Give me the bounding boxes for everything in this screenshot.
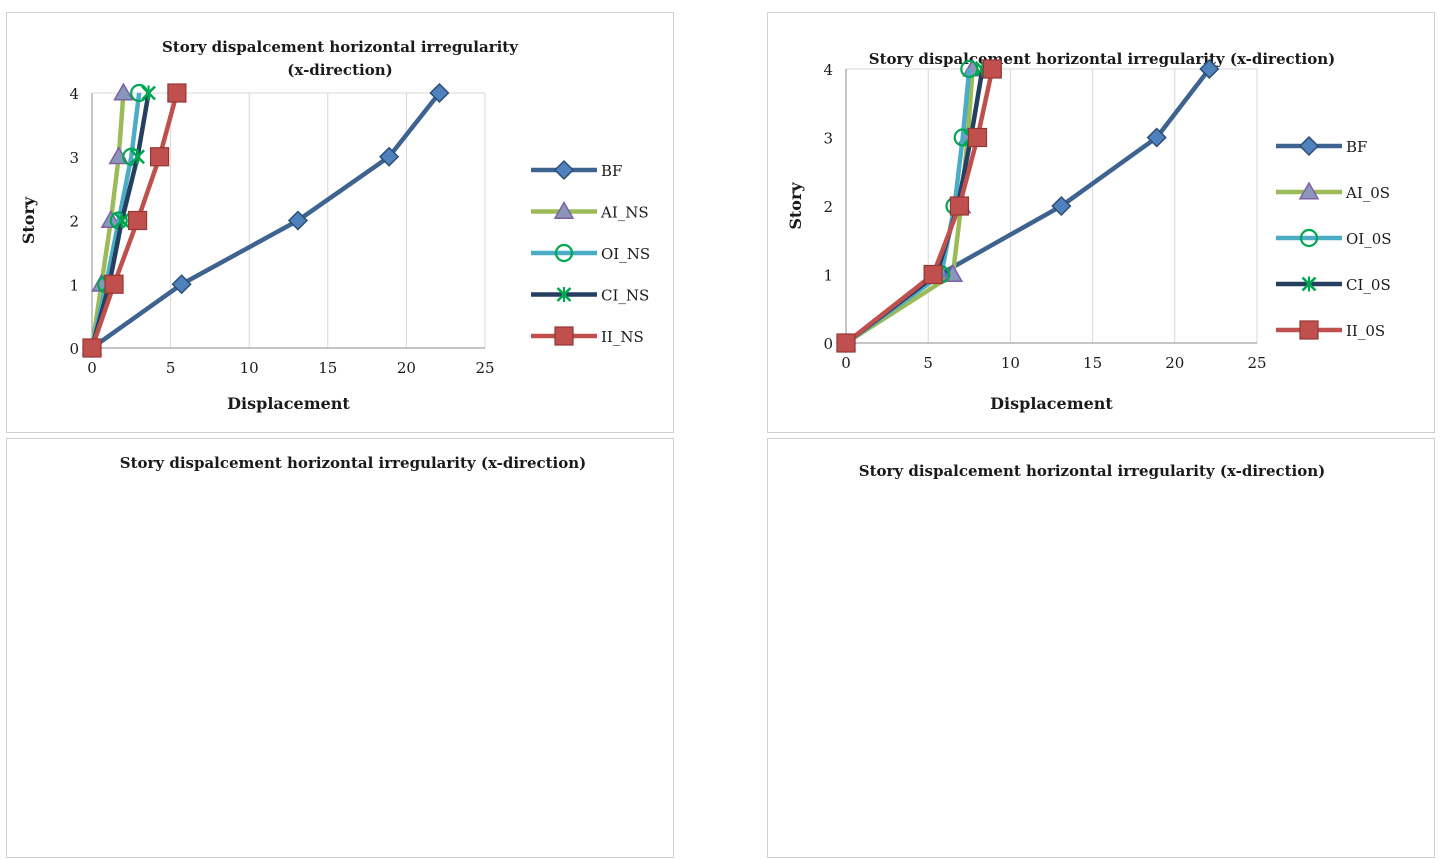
- legend-marker: [1298, 181, 1320, 200]
- legend-label: CI_0S: [1346, 276, 1391, 294]
- legend-label: II_NS: [601, 328, 644, 346]
- chart-svg: 0 5 10 15 20 25 0 1 2 3 4 Story dispalcement horizo…: [19, 38, 650, 413]
- legend-label: OI_0S: [1346, 230, 1392, 248]
- data-point: [923, 264, 943, 285]
- y-tick-label: 3: [823, 130, 833, 148]
- legend-marker: [556, 287, 572, 302]
- x-tick-label: 20: [397, 359, 416, 377]
- x-tick-label: 10: [240, 359, 259, 377]
- data-point: [949, 196, 970, 216]
- legend-entry: OI_0S: [1276, 228, 1392, 248]
- x-tick-label: 15: [318, 359, 337, 377]
- data-point: [429, 82, 450, 104]
- legend-entry: II_NS: [531, 326, 644, 346]
- data-point: [167, 83, 187, 103]
- legend-label: OI_NS: [601, 245, 650, 263]
- legend-marker: [1298, 135, 1320, 157]
- data-point: [1146, 127, 1167, 148]
- chart-title: Story dispalcement horizontal irregulari…: [162, 38, 519, 56]
- chart-title: Story dispalcement horizontal irregulari…: [120, 454, 587, 472]
- data-point: [130, 149, 146, 165]
- data-point: [982, 59, 1002, 79]
- x-tick-label: 25: [475, 359, 494, 377]
- y-axis-label: Story: [19, 196, 38, 244]
- data-point: [960, 59, 979, 79]
- y-tick-label: 3: [69, 149, 79, 167]
- x-tick-label: 15: [1083, 354, 1102, 372]
- data-point: [113, 82, 134, 101]
- legend-marker: [554, 326, 574, 346]
- y-tick-label: 2: [69, 213, 79, 231]
- y-tick-label: 2: [823, 198, 833, 216]
- data-point: [149, 147, 170, 167]
- x-tick-label: 10: [1001, 354, 1020, 372]
- legend-marker: [553, 200, 575, 219]
- legend-entry: BF: [531, 159, 622, 181]
- chart-svg: 0 5 10 15 20 25 0 1 2 3 4 Story dispalcement horizo…: [786, 50, 1392, 413]
- data-point: [379, 146, 400, 167]
- data-point: [104, 274, 124, 294]
- x-tick-label: 0: [87, 359, 97, 377]
- legend-entry: CI_0S: [1276, 276, 1391, 294]
- chart-panel-0s: 0 5 10 15 20 25 0 1 2 3 4 Story dispalcement horizo…: [767, 12, 1435, 433]
- x-tick-label: 0: [841, 354, 851, 372]
- legend-marker: [1299, 228, 1319, 248]
- legend-label: AI_NS: [600, 204, 649, 222]
- data-point: [171, 274, 192, 295]
- chart-title: Story dispalcement horizontal irregulari…: [869, 50, 1336, 68]
- x-tick-label: 5: [166, 359, 176, 377]
- chart-title: Story dispalcement horizontal irregulari…: [859, 462, 1326, 480]
- legend-label: CI_NS: [601, 287, 649, 305]
- legend-label: BF: [601, 162, 622, 180]
- legend-entry: BF: [1276, 135, 1367, 157]
- legend-marker: [553, 159, 575, 181]
- y-tick-label: 0: [823, 335, 833, 353]
- chart-title: (x-direction): [287, 61, 392, 79]
- data-point: [114, 213, 130, 228]
- x-tick-label: 5: [923, 354, 933, 372]
- data-point: [287, 210, 308, 231]
- legend-label: II_0S: [1346, 322, 1385, 340]
- data-point: [82, 338, 102, 358]
- legend-label: BF: [1346, 138, 1367, 156]
- series-ii-ns: [82, 83, 187, 358]
- data-point: [141, 85, 157, 101]
- legend-entry: AI_0S: [1276, 181, 1390, 202]
- data-point: [836, 333, 856, 353]
- x-axis-label: Displacement: [990, 394, 1113, 413]
- x-axis-label: Displacement: [227, 394, 350, 413]
- y-tick-label: 0: [69, 340, 79, 358]
- data-point: [1199, 58, 1220, 80]
- legend-entry: AI_NS: [531, 200, 649, 222]
- data-point: [1051, 195, 1072, 217]
- y-axis-label: Story: [786, 182, 805, 230]
- legend-marker: [1299, 320, 1319, 340]
- y-tick-label: 4: [69, 85, 79, 103]
- y-tick-label: 1: [69, 276, 79, 294]
- data-point: [127, 210, 148, 231]
- y-tick-label: 4: [823, 61, 833, 79]
- legend-label: AI_0S: [1345, 184, 1390, 202]
- x-tick-label: 25: [1247, 354, 1266, 372]
- legend-marker: [1301, 276, 1317, 292]
- legend-entry: CI_NS: [531, 287, 649, 305]
- y-tick-label: 1: [823, 267, 833, 285]
- chart-panel-ns: 0 5 10 15 20 25 0 1 2 3 4 Story dispalcement horizo…: [6, 12, 674, 433]
- x-tick-label: 20: [1165, 354, 1184, 372]
- data-point: [967, 127, 988, 148]
- legend-marker: [554, 243, 574, 263]
- series-ii-0s: [836, 59, 1002, 353]
- series-ai-ns: [81, 82, 134, 356]
- legend-entry: II_0S: [1276, 320, 1385, 340]
- legend-entry: OI_NS: [531, 243, 650, 263]
